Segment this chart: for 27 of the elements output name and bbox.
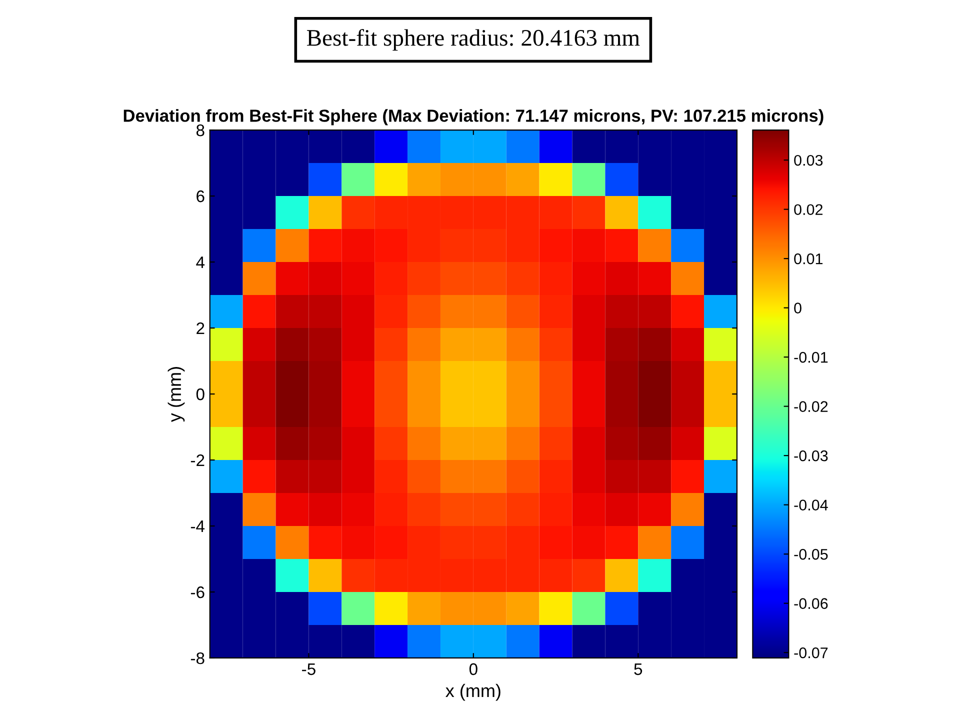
x-axis-title: x (mm) xyxy=(446,684,500,701)
color-bar-label: -0.06 xyxy=(794,598,828,609)
y-tick-label: -2 xyxy=(190,454,204,466)
y-tick-label: 0 xyxy=(196,388,204,400)
color-bar-label: -0.07 xyxy=(794,647,828,658)
y-tick-label: -6 xyxy=(190,586,204,598)
color-bar-label: -0.04 xyxy=(794,500,828,510)
color-bar-label: 0.01 xyxy=(794,253,823,264)
x-tick-label: 5 xyxy=(634,663,642,676)
color-bar-label: -0.01 xyxy=(794,352,828,363)
y-tick-label: -4 xyxy=(190,520,205,532)
y-tick-label: 4 xyxy=(196,256,205,268)
x-tick-label: -5 xyxy=(302,663,316,676)
text: Best-fit sphere radius: 20.4163 mm xyxy=(306,28,640,51)
y-tick-label: 2 xyxy=(196,322,204,334)
color-bar-label: 0.02 xyxy=(794,204,822,216)
color-bar-label: -0.02 xyxy=(794,401,828,412)
chart-title: Deviation from Best-Fit Sphere (Max Deviation: 71.147 microns, PV: 107.215 microns) xyxy=(124,109,824,126)
x-tick-label: 0 xyxy=(469,663,478,676)
color-bar-label: 0.03 xyxy=(794,154,823,166)
color-bar-label: 0 xyxy=(794,302,802,314)
color-bar-label: -0.05 xyxy=(794,548,828,560)
y-axis-title: y (mm) xyxy=(168,367,185,422)
y-tick-label: 6 xyxy=(196,190,204,202)
y-tick-label: 8 xyxy=(196,124,204,136)
color-bar-label: -0.03 xyxy=(794,450,828,462)
y-tick-label: -8 xyxy=(190,652,204,664)
